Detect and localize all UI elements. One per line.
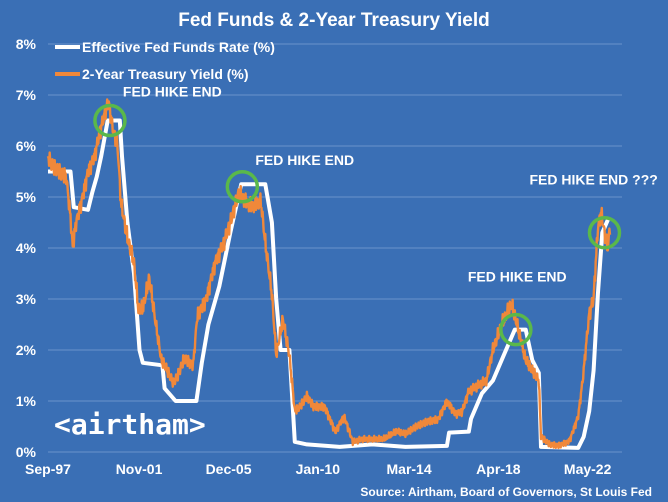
x-tick-label-5: Apr-18 (476, 461, 521, 477)
series-line-fed-funds (48, 118, 611, 450)
y-tick-label-2: 2% (16, 342, 37, 358)
y-tick-label-7: 7% (16, 87, 37, 103)
x-tick-label-4: Mar-14 (387, 461, 432, 477)
y-tick-label-4: 4% (16, 240, 37, 256)
x-axis-ticks: Sep-97 Nov-01 Dec-05 Jan-10 Mar-14 Apr-18 May-… (25, 461, 612, 477)
chart-title: Fed Funds & 2-Year Treasury Yield (178, 10, 490, 31)
annotation-label-2: FED HIKE END (468, 269, 567, 285)
x-tick-label-1: Nov-01 (116, 461, 163, 477)
annotation-circle-0 (93, 103, 127, 138)
x-tick-label-3: Jan-10 (296, 461, 341, 477)
y-tick-label-0: 0% (16, 444, 37, 460)
legend: Effective Fed Funds Rate (%) 2-Year Trea… (55, 39, 275, 82)
x-tick-label-2: Dec-05 (206, 461, 252, 477)
legend-label-treasury-2y: 2-Year Treasury Yield (%) (82, 66, 249, 82)
y-tick-label-5: 5% (16, 189, 37, 205)
y-tick-label-8: 8% (16, 36, 37, 52)
y-tick-label-1: 1% (16, 393, 37, 409)
airtham-logo: <airtham> (54, 408, 206, 441)
legend-label-fed-funds: Effective Fed Funds Rate (%) (82, 39, 275, 55)
annotations: FED HIKE END FED HIKE END FED HIKE END FED … (93, 84, 658, 347)
x-tick-label-6: May-22 (564, 461, 612, 477)
annotation-circle-3 (587, 215, 622, 250)
x-tick-label-0: Sep-97 (25, 461, 71, 477)
annotation-label-3: FED HIKE END ??? (529, 172, 657, 188)
annotation-label-1: FED HIKE END (255, 152, 354, 168)
annotation-label-0: FED HIKE END (123, 84, 222, 100)
series-lines (46, 98, 612, 450)
y-axis-ticks: 0% 1% 2% 3% 4% 5% 6% 7% 8% (16, 36, 37, 460)
series-line-treasury-2y (46, 98, 612, 450)
y-tick-label-3: 3% (16, 291, 37, 307)
y-tick-label-6: 6% (16, 138, 37, 154)
source-note: Source: Airtham, Board of Governors, St … (360, 485, 652, 499)
annotation-circle-1 (225, 170, 260, 204)
annotation-circle-2 (499, 312, 533, 347)
